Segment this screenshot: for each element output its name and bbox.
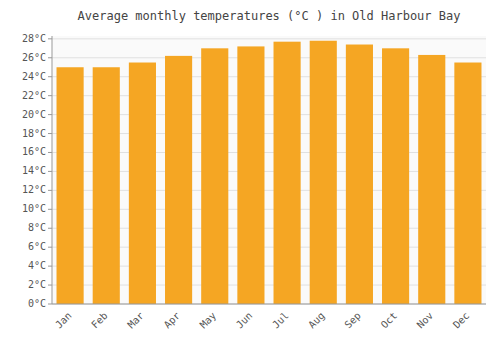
y-tick-label: 28°C [22,33,46,44]
y-tick [48,247,52,248]
chart-container: 0°C 2°C 4°C 6°C 8°C 10°C 12°C 14°C 16°C 18°C 20°C 2… [0,0,500,350]
y-tick-label: 8°C [28,222,46,233]
grid-line [52,304,486,305]
bar [382,48,409,304]
y-tick-label: 14°C [22,165,46,176]
y-tick-label: 6°C [28,241,46,252]
x-tick-label: Apr [162,310,183,331]
y-tick [48,304,52,305]
y-tick-label: 22°C [22,90,46,101]
bar [346,45,373,304]
y-tick [48,76,52,77]
bar [237,46,264,304]
bar [454,63,481,304]
y-tick [48,133,52,134]
y-tick [48,228,52,229]
y-tick [48,171,52,172]
x-tick-label: Oct [379,310,400,331]
title: Average monthly temperatures (°C ) in Ol… [78,9,461,23]
bar [129,63,156,304]
y-tick-label: 0°C [28,298,46,309]
x-tick-labels: Jan Feb Mar Apr May Jun Jul Aug Sep Oct Nov Dec [53,310,471,331]
y-tick-label: 18°C [22,128,46,139]
bar [274,42,301,304]
bar [93,67,120,304]
y-tick-label: 12°C [22,184,46,195]
bar [165,56,192,304]
x-axis-line [52,304,486,305]
y-tick-label: 16°C [22,146,46,157]
y-tick-labels: 0°C 2°C 4°C 6°C 8°C 10°C 12°C 14°C 16°C 18°C 20°C 2… [22,33,52,309]
y-tick-label: 24°C [22,71,46,82]
bar [310,41,337,304]
x-tick-label: Aug [306,310,327,331]
x-tick-label: Dec [451,310,472,331]
y-tick [48,38,52,39]
y-grid [52,39,486,304]
bar [57,67,84,304]
chart: 0°C 2°C 4°C 6°C 8°C 10°C 12°C 14°C 16°C 18°C 20°C 2… [0,0,500,350]
y-tick [48,190,52,191]
y-tick [48,285,52,286]
x-tick-label: May [198,310,219,331]
x-tick-label: Jul [270,310,291,331]
x-tick-label: Jun [234,310,255,331]
y-tick [48,152,52,153]
y-axis-line [52,36,53,304]
x-tick-label: Mar [125,310,146,331]
y-tick [48,266,52,267]
y-tick [48,95,52,96]
y-tick-label: 26°C [22,52,46,63]
y-tick-label: 2°C [28,279,46,290]
y-tick [48,114,52,115]
bar [201,48,228,304]
bar [418,55,445,304]
bars [57,41,482,304]
y-tick-label: 20°C [22,109,46,120]
x-tick-label: Feb [89,310,110,331]
x-tick-label: Jan [53,310,74,331]
x-tick-label: Nov [415,310,436,331]
y-tick [48,57,52,58]
grid-line [52,38,486,39]
plot-background [52,36,486,304]
y-tick [48,209,52,210]
x-tick-label: Sep [342,310,363,331]
y-tick-label: 4°C [28,260,46,271]
y-tick-label: 10°C [22,203,46,214]
